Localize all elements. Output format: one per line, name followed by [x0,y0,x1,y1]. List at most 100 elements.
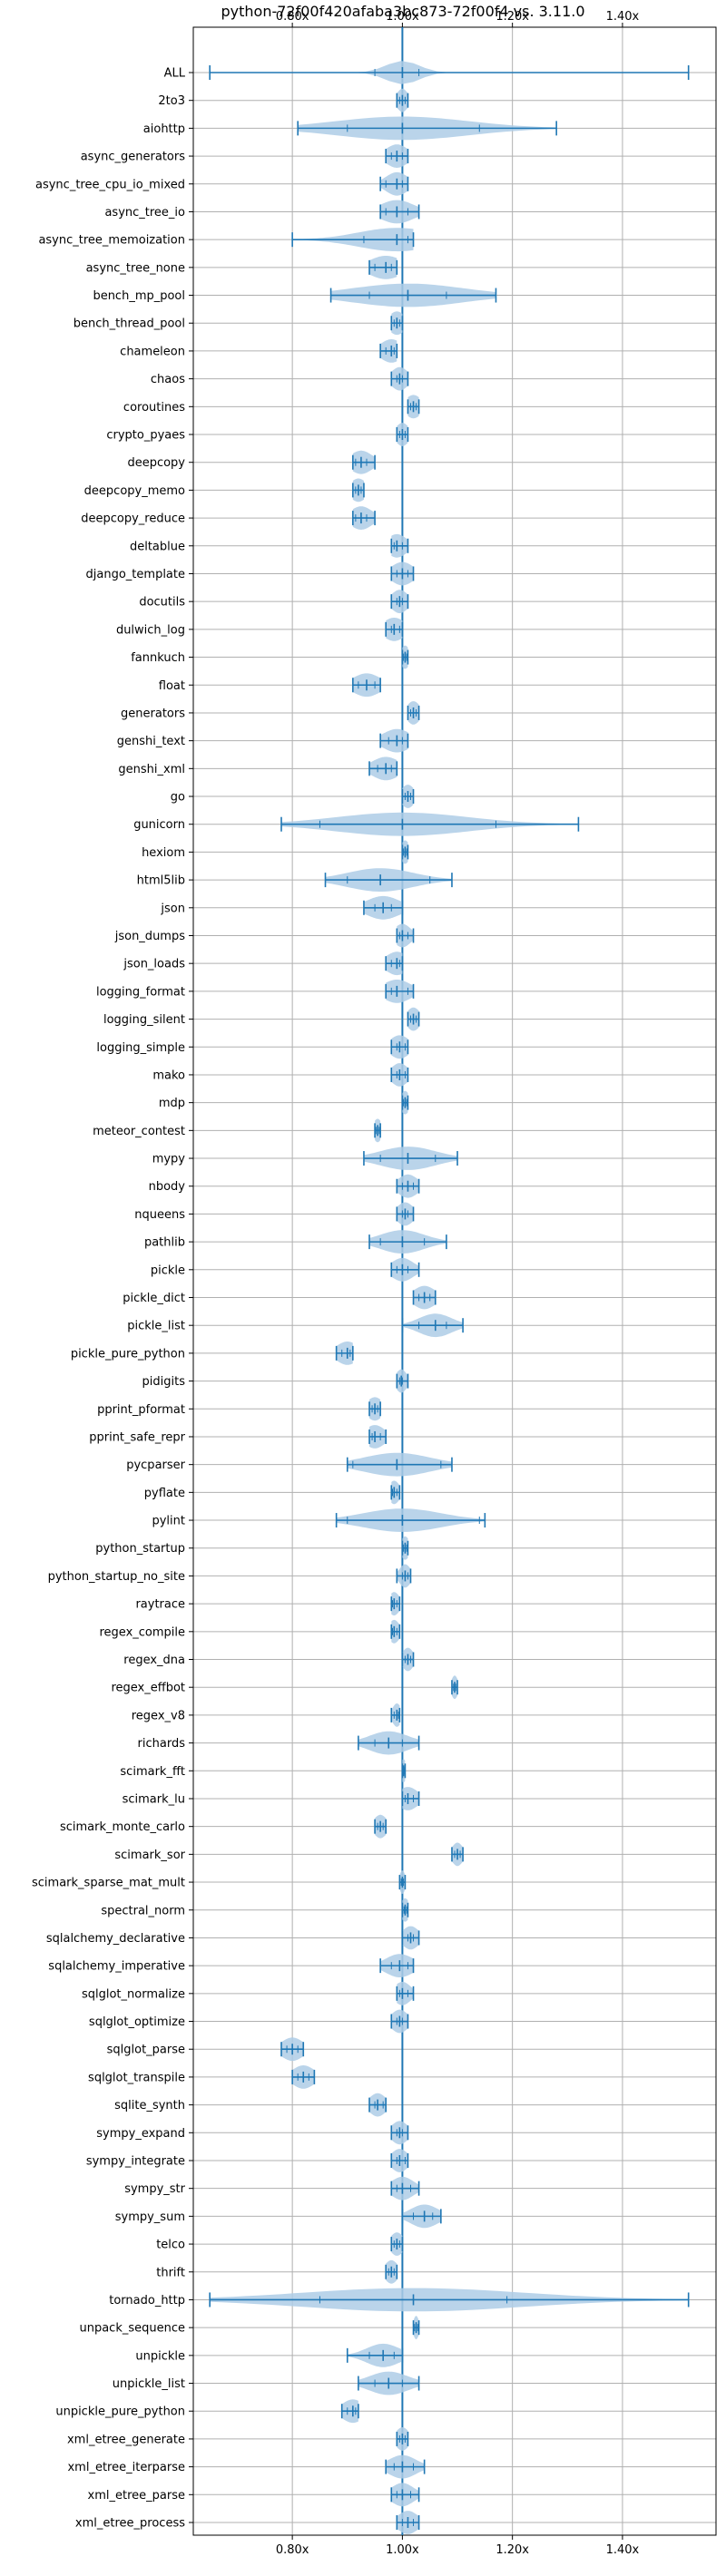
violin-group [335,1508,486,1532]
x-tick-label-top: 1.00x [386,10,419,24]
violin-group [379,171,409,196]
category-label: unpickle [135,2349,185,2363]
category-label: sqlite_synth [114,2099,185,2113]
category-label: nbody [149,1180,186,1194]
violin-group [385,2454,426,2479]
category-labels: ALL 2to3 aiohttp async_generators async_tree… [32,67,193,2531]
violin-group [390,2483,420,2507]
violin-group [401,840,409,864]
category-label: chaos [151,373,185,386]
violin-group [390,366,409,391]
violin-group [352,478,365,503]
category-label: richards [138,1737,186,1751]
axes: 0.80x 0.80x 1.00x 1.00x 1.20x 1.20x 1.40x 1.40x [192,10,717,2557]
violin-group [401,645,409,669]
category-label: bench_mp_pool [93,289,185,303]
category-label: pathlib [144,1236,185,1250]
category-label: sqlalchemy_declarative [46,1932,185,1946]
category-label: ALL [164,67,186,81]
category-label: xml_etree_parse [88,2489,185,2503]
category-label: docutils [139,596,185,610]
category-label: sqlglot_normalize [82,1987,185,2001]
violins [209,61,690,2534]
violin-group [390,1703,401,1727]
violin-group [352,673,381,698]
violin-group [368,1397,381,1421]
violin-group [385,980,415,1003]
violin-group [297,116,557,141]
violin-group [352,506,376,530]
violin-group [346,1452,453,1477]
violin-group [396,1174,420,1198]
violin-group [280,2037,305,2062]
violin-group [398,1870,407,1894]
violin-group [390,2232,404,2256]
violin-group [390,2176,420,2200]
violin-group [280,812,580,836]
violin-group [390,1480,401,1505]
violin-group [374,1814,388,1839]
category-label: pickle_pure_python [71,1347,185,1361]
violin-group [390,533,409,558]
violin-group [390,590,409,614]
category-label: deepcopy_memo [84,484,185,498]
category-label: genshi_xml [118,763,185,776]
grid [193,27,716,2535]
category-label: sympy_sum [115,2210,185,2224]
violin-group [412,2316,420,2339]
violin-group [340,2399,359,2424]
category-label: dulwich_log [116,623,185,637]
category-label: regex_v8 [132,1709,185,1722]
category-label: aiohttp [143,122,185,136]
category-label: scimark_sparse_mat_mult [32,1877,185,1890]
violin-group [401,1759,407,1783]
violin-group [363,895,404,920]
category-label: scimark_fft [120,1765,185,1779]
category-label: pidigits [142,1375,186,1389]
category-label: async_tree_cpu_io_mixed [35,178,185,191]
violin-group [401,1926,420,1950]
violin-group [451,1842,464,1867]
x-tick-label-top: 1.40x [606,10,640,24]
violin-group [390,1035,409,1059]
violin-group [346,2343,404,2367]
category-label: async_tree_io [104,206,185,220]
category-label: generators [121,707,185,720]
category-label: pickle_list [127,1320,185,1333]
violin-group [396,2511,420,2534]
x-tick-label-bottom: 0.80x [276,2543,309,2557]
violin-group [352,450,376,474]
violin-group [407,395,420,419]
category-label: meteor_contest [93,1125,185,1138]
category-label: logging_format [96,985,185,999]
category-label: chameleon [120,345,185,358]
category-label: xml_etree_iterparse [67,2461,185,2474]
violin-group [390,1063,409,1087]
category-label: xml_etree_generate [67,2433,185,2446]
violin-group [368,1425,388,1449]
category-label: regex_effbot [111,1682,185,1695]
violin-group [396,1369,409,1393]
violin-group [368,756,398,781]
category-label: raytrace [135,1598,185,1612]
category-label: scimark_monte_carlo [60,1820,185,1834]
violin-group [390,561,415,586]
violin-group [385,951,404,976]
category-label: sympy_expand [96,2127,185,2141]
category-label: pylint [152,1515,185,1528]
category-label: sympy_integrate [86,2154,185,2168]
x-tick-label-top: 0.80x [276,10,309,24]
category-label: coroutines [123,401,185,415]
category-label: mypy [152,1153,186,1166]
violin-group [379,339,398,363]
category-label: sqlglot_optimize [89,2015,185,2029]
x-tick-label-bottom: 1.40x [606,2543,640,2557]
category-label: xml_etree_process [75,2517,185,2531]
violin-group [363,1147,458,1170]
plot-frame [192,26,717,2536]
category-label: go [171,791,185,805]
violin-group [368,1230,447,1254]
violin-group [396,88,409,112]
category-label: scimark_sor [114,1849,185,1862]
